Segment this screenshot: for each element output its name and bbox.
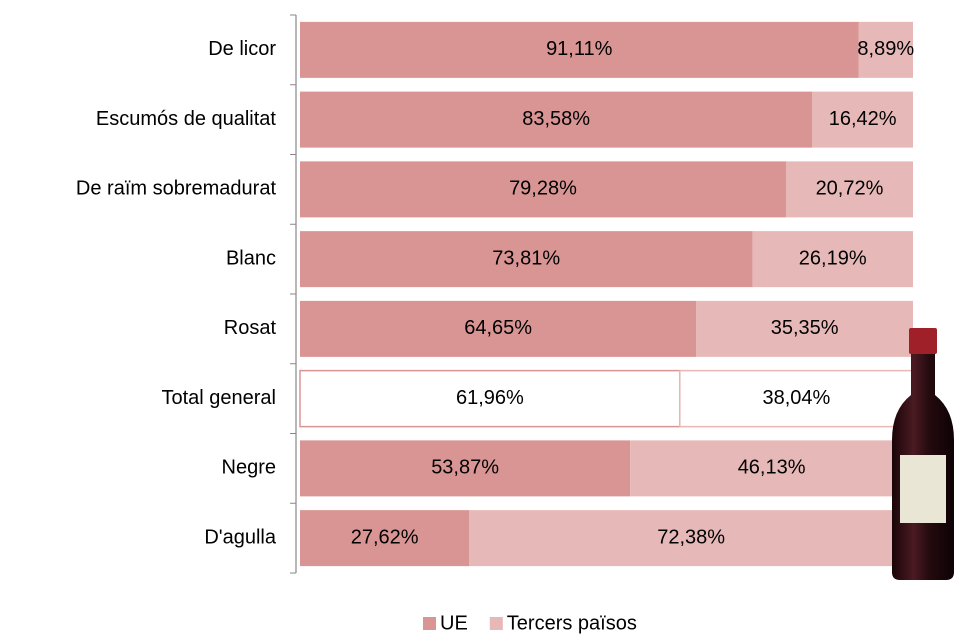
y-tick-label: Blanc xyxy=(226,247,276,269)
data-label: 26,19% xyxy=(799,247,867,269)
y-tick-label: De licor xyxy=(208,38,276,60)
y-tick-label: Negre xyxy=(222,457,276,479)
bar-segment xyxy=(752,231,913,288)
data-label: 64,65% xyxy=(464,317,532,339)
data-label: 27,62% xyxy=(351,526,419,548)
data-label: 8,89% xyxy=(857,38,914,60)
legend: UE Tercers països xyxy=(423,612,637,634)
wine-bottle xyxy=(892,328,954,580)
data-label: 73,81% xyxy=(492,247,560,269)
y-tick-label: D'agulla xyxy=(204,526,277,548)
bar-segment xyxy=(300,161,786,218)
bar-segment xyxy=(300,300,697,357)
bar-segment xyxy=(858,21,913,78)
data-label: 16,42% xyxy=(829,108,897,130)
data-label: 79,28% xyxy=(509,178,577,200)
bar-segment xyxy=(300,91,813,148)
data-label: 83,58% xyxy=(522,108,590,130)
bar-segment xyxy=(630,440,913,497)
bar-segment xyxy=(785,161,913,218)
bar-segment xyxy=(812,91,913,148)
data-label: 35,35% xyxy=(771,317,839,339)
bar-segment xyxy=(300,510,470,567)
y-tick-label: De raïm sobremadurat xyxy=(76,178,277,200)
legend-label: Tercers països xyxy=(507,612,637,634)
y-tick-label: Rosat xyxy=(224,317,277,339)
data-label: 53,87% xyxy=(431,457,499,479)
data-label: 72,38% xyxy=(657,526,725,548)
data-label: 91,11% xyxy=(546,38,613,60)
bar-segment xyxy=(300,21,859,78)
y-tick-label: Total general xyxy=(161,387,276,409)
y-tick-label: Escumós de qualitat xyxy=(96,108,277,130)
legend-swatch xyxy=(423,617,436,630)
legend-label: UE xyxy=(440,612,468,634)
bar-segment xyxy=(696,300,913,357)
data-label: 61,96% xyxy=(456,387,524,409)
bars: 91,11% 8,89% 83,58% 16,42% 79,28% 20,72% 73,81… xyxy=(299,21,914,567)
data-label: 38,04% xyxy=(762,387,830,409)
data-label: 20,72% xyxy=(816,178,884,200)
data-label: 46,13% xyxy=(738,457,806,479)
bar-segment xyxy=(300,440,631,497)
bar-segment xyxy=(469,510,913,567)
bar-segment xyxy=(300,231,753,288)
legend-swatch xyxy=(489,617,503,630)
